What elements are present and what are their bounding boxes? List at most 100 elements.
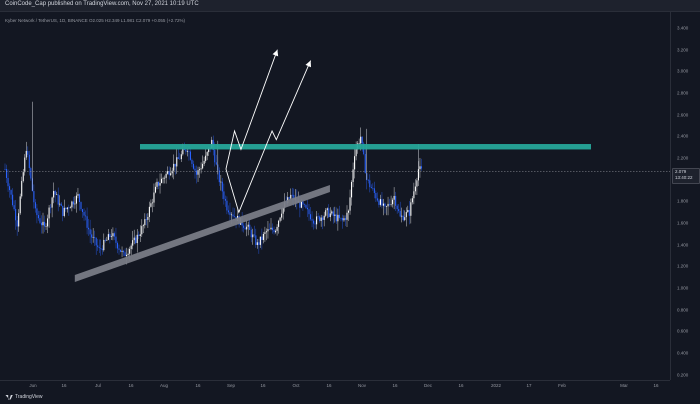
candle-body bbox=[282, 207, 284, 214]
candle-body bbox=[326, 208, 328, 211]
time-tick: 16 bbox=[195, 383, 201, 388]
candle-body bbox=[399, 210, 401, 217]
candle-body bbox=[27, 150, 29, 155]
candle-body bbox=[229, 212, 231, 215]
candle-body bbox=[153, 192, 155, 203]
candle-body bbox=[151, 202, 153, 204]
candle-body bbox=[341, 217, 343, 221]
candle-body bbox=[299, 201, 301, 208]
time-axis[interactable]: Jun 16 Jul 16 Aug 16 Sep 16 Oct 16 Nov 1… bbox=[0, 380, 670, 393]
price-tick: 3.200 bbox=[677, 47, 689, 53]
tradingview-logo[interactable]: TradingView bbox=[5, 394, 43, 400]
candle-body bbox=[10, 190, 12, 195]
candle-body bbox=[65, 207, 67, 210]
candle-body bbox=[123, 250, 125, 253]
candle-body bbox=[116, 242, 119, 249]
price-tick: 0.600 bbox=[677, 328, 689, 334]
candle-body bbox=[192, 163, 195, 169]
price-tick: 2.400 bbox=[677, 133, 689, 139]
candle-body bbox=[30, 168, 32, 179]
candle-body bbox=[18, 213, 20, 227]
candle-body bbox=[28, 154, 30, 169]
candle-body bbox=[180, 154, 182, 160]
candle-body bbox=[95, 237, 97, 246]
price-chart[interactable] bbox=[0, 11, 670, 380]
candle-body bbox=[72, 201, 74, 205]
candle-body bbox=[13, 205, 15, 210]
candle-body bbox=[414, 186, 416, 192]
candle-body bbox=[417, 169, 419, 181]
candle-body bbox=[218, 170, 220, 183]
time-tick: 17 bbox=[526, 383, 532, 388]
candle-body bbox=[259, 236, 261, 245]
candle-body bbox=[401, 215, 403, 217]
tradingview-logo-icon bbox=[5, 394, 13, 400]
candle-body bbox=[267, 229, 269, 232]
candle-body bbox=[167, 171, 169, 174]
candle-body bbox=[22, 172, 24, 182]
time-tick: 16 bbox=[458, 383, 464, 388]
projection-path-upper[interactable] bbox=[225, 49, 278, 170]
candle-body bbox=[305, 205, 307, 208]
candle-body bbox=[249, 224, 251, 230]
candle-body bbox=[232, 214, 234, 217]
time-tick: Aug bbox=[159, 383, 169, 388]
candle-body bbox=[264, 232, 266, 234]
candle-body bbox=[182, 149, 184, 155]
symbol-legend[interactable]: Kyber Network / TetherUS, 1D, BINANCE O2… bbox=[5, 18, 186, 23]
projection-path-lower[interactable] bbox=[225, 60, 312, 214]
candle-body bbox=[255, 235, 257, 245]
candle-body bbox=[78, 194, 81, 203]
candle-body bbox=[404, 217, 406, 221]
candle-body bbox=[243, 225, 245, 228]
candle-body bbox=[4, 168, 6, 170]
candle-body bbox=[94, 236, 96, 238]
candle-body bbox=[112, 233, 114, 237]
price-axis[interactable]: 3.400 3.200 3.000 2.800 2.600 2.400 2.20… bbox=[670, 11, 700, 380]
resistance-zone[interactable] bbox=[140, 144, 591, 150]
candle-body bbox=[331, 211, 333, 214]
candle-body bbox=[165, 173, 167, 178]
candle-body bbox=[62, 205, 64, 216]
candle-body bbox=[247, 224, 249, 227]
candle-body bbox=[51, 197, 53, 208]
candle-body bbox=[164, 177, 166, 179]
candle-body bbox=[329, 213, 331, 217]
bar-countdown: 13:40:22 bbox=[675, 175, 693, 180]
candle-body bbox=[69, 207, 71, 209]
time-tick: 16 bbox=[326, 383, 332, 388]
candle-body bbox=[92, 236, 94, 238]
candle-body bbox=[288, 197, 290, 199]
candle-body bbox=[77, 194, 79, 196]
candle-body bbox=[12, 194, 14, 206]
candle-body bbox=[34, 202, 36, 209]
candle-body bbox=[322, 217, 324, 220]
candle-body bbox=[37, 215, 39, 219]
candle-body bbox=[110, 236, 112, 238]
price-tick: 1.400 bbox=[677, 242, 689, 248]
candle-body bbox=[53, 191, 55, 198]
support-trendline[interactable] bbox=[74, 184, 330, 282]
candle-body bbox=[186, 151, 188, 152]
candle-body bbox=[104, 239, 106, 241]
candle-body bbox=[74, 203, 76, 205]
candle-body bbox=[68, 207, 70, 209]
candle-body bbox=[206, 152, 208, 156]
candle-body bbox=[36, 208, 38, 216]
candle-body bbox=[340, 217, 342, 219]
candle-body bbox=[171, 170, 173, 174]
price-tick: 2.600 bbox=[677, 112, 689, 118]
candle-body bbox=[19, 196, 21, 214]
candle-body bbox=[176, 157, 178, 167]
candle-body bbox=[325, 210, 327, 216]
candle-body bbox=[56, 194, 58, 196]
candle-body bbox=[293, 194, 295, 201]
candle-body bbox=[148, 206, 150, 217]
time-tick: Dec bbox=[423, 383, 433, 388]
candle-body bbox=[378, 200, 380, 205]
candle-body bbox=[306, 207, 309, 210]
candle-body bbox=[124, 252, 126, 257]
candle-body bbox=[136, 234, 138, 244]
candle-body bbox=[48, 207, 50, 219]
candle-body bbox=[261, 236, 263, 240]
